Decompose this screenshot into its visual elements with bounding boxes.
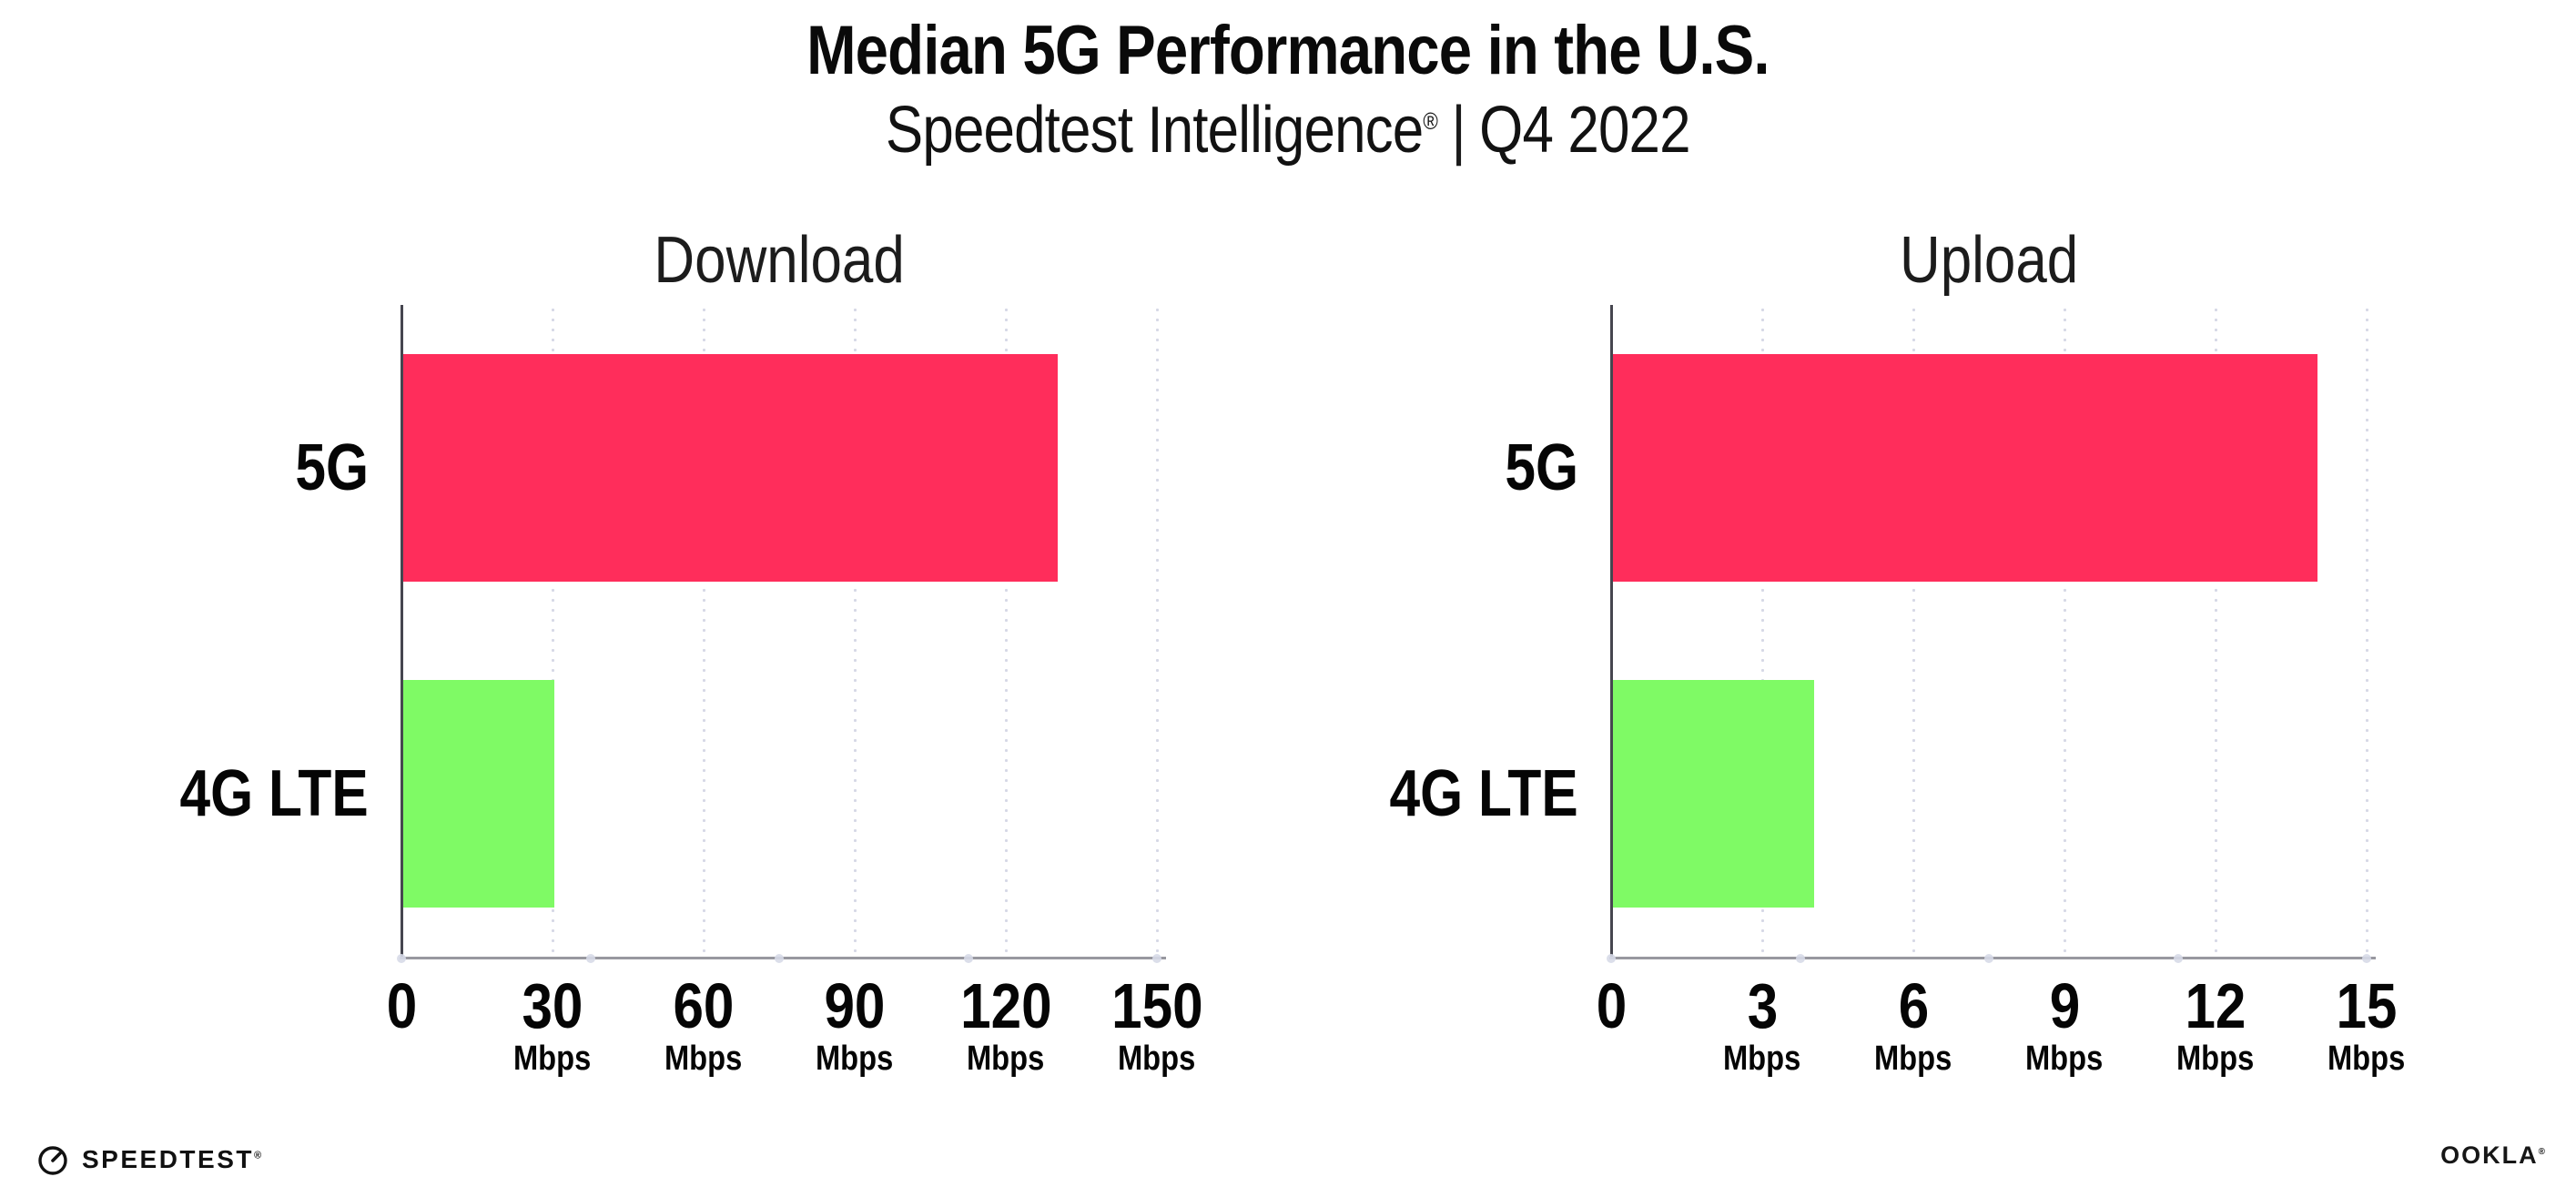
tick-value: 150 (1111, 970, 1203, 1041)
upload-chart-title: Upload (1899, 224, 2079, 297)
download-gridline-90 (853, 305, 857, 957)
download-y-axis-spine (400, 305, 403, 959)
tick-unit-text: Mbps (664, 1040, 743, 1078)
download-axis-dot-0 (397, 953, 406, 963)
download-tick-label-0: 0 (292, 974, 511, 1038)
upload-category-label-4g-lte: 4G LTE (1196, 761, 1578, 827)
tick-value: 0 (1596, 970, 1627, 1041)
tick-unit-text: Mbps (2328, 1040, 2406, 1078)
download-tick-unit-150: Mbps (1048, 1041, 1266, 1076)
upload-tick-label-12: 12 (2106, 974, 2325, 1038)
upload-axis-dot-2 (1984, 953, 1993, 963)
tick-value: 90 (824, 970, 886, 1041)
ookla-logo-text: OOKLA (2440, 1141, 2539, 1169)
tick-value: 6 (1898, 970, 1929, 1041)
category-label-text: 5G (295, 431, 369, 504)
download-tick-label-60: 60 (594, 974, 813, 1038)
download-gridline-150 (1155, 305, 1159, 957)
download-bar-5g (402, 354, 1058, 582)
download-tick-unit-60: Mbps (594, 1041, 813, 1076)
page-title: Median 5G Performance in the U.S. (806, 12, 1770, 89)
download-bar-4g-lte (402, 680, 554, 908)
upload-tick-label-9: 9 (1955, 974, 2174, 1038)
download-category-label-5g: 5G (0, 435, 369, 501)
download-gridline-120 (1004, 305, 1008, 957)
upload-axis-dot-0 (1607, 953, 1616, 963)
download-gridline-60 (702, 305, 705, 957)
download-tick-unit-30: Mbps (443, 1041, 662, 1076)
tick-unit-text: Mbps (1118, 1040, 1196, 1078)
upload-gridline-3 (1760, 305, 1764, 957)
upload-tick-unit-9: Mbps (1955, 1041, 2174, 1076)
upload-gridline-15 (2365, 305, 2368, 957)
upload-tick-label-0: 0 (1502, 974, 1720, 1038)
tick-unit-text: Mbps (513, 1040, 592, 1078)
upload-tick-unit-3: Mbps (1653, 1041, 1871, 1076)
upload-tick-label-3: 3 (1653, 974, 1871, 1038)
download-gridline-30 (551, 305, 554, 957)
speedtest-logo-text: SPEEDTEST® (82, 1145, 264, 1173)
page-subtitle: Speedtest Intelligence® | Q4 2022 (0, 96, 2576, 166)
tick-value: 9 (2049, 970, 2080, 1041)
tick-value: 15 (2336, 970, 2398, 1041)
tick-value: 12 (2185, 970, 2246, 1041)
registered-trademark-symbol: ® (1423, 107, 1438, 135)
category-label-text: 4G LTE (1389, 757, 1578, 830)
download-axis-dot-4 (1152, 953, 1161, 963)
upload-bar-4g-lte (1612, 680, 1814, 908)
tick-unit-text: Mbps (1874, 1040, 1952, 1078)
tick-unit-text: Mbps (2025, 1040, 2104, 1078)
tick-unit-text: Mbps (816, 1040, 894, 1078)
subtitle-period: Q4 2022 (1479, 94, 1690, 167)
tick-value: 60 (673, 970, 735, 1041)
upload-bar-5g (1612, 354, 2318, 582)
speedtest-logo: SPEEDTEST® (36, 1140, 264, 1180)
upload-tick-unit-12: Mbps (2106, 1041, 2325, 1076)
upload-axis-dot-4 (2362, 953, 2371, 963)
ookla-trademark-symbol: ® (2538, 1147, 2547, 1157)
download-tick-label-90: 90 (745, 974, 964, 1038)
upload-category-label-5g: 5G (1196, 435, 1578, 501)
tick-unit-text: Mbps (967, 1040, 1045, 1078)
download-category-label-4g-lte: 4G LTE (0, 761, 369, 827)
tick-value: 0 (386, 970, 417, 1041)
download-chart-title: Download (654, 224, 905, 297)
upload-gridline-6 (1912, 305, 1915, 957)
download-axis-dot-2 (775, 953, 784, 963)
download-axis-dot-3 (963, 953, 973, 963)
upload-gridline-12 (2214, 305, 2217, 957)
tick-unit-text: Mbps (2176, 1040, 2255, 1078)
tick-value: 3 (1747, 970, 1778, 1041)
download-tick-unit-90: Mbps (745, 1041, 964, 1076)
category-label-text: 4G LTE (179, 757, 369, 830)
tick-value: 120 (959, 970, 1052, 1041)
download-tick-unit-120: Mbps (897, 1041, 1115, 1076)
download-tick-label-30: 30 (443, 974, 662, 1038)
ookla-logo: OOKLA® (2440, 1141, 2547, 1170)
upload-tick-unit-6: Mbps (1804, 1041, 2023, 1076)
tick-value: 30 (522, 970, 583, 1041)
upload-axis-dot-3 (2173, 953, 2183, 963)
category-label-text: 5G (1505, 431, 1578, 504)
tick-unit-text: Mbps (1723, 1040, 1801, 1078)
upload-tick-label-6: 6 (1804, 974, 2023, 1038)
download-tick-label-150: 150 (1048, 974, 1266, 1038)
subtitle-brand: Speedtest Intelligence (886, 94, 1424, 167)
download-tick-label-120: 120 (897, 974, 1115, 1038)
upload-axis-dot-1 (1795, 953, 1805, 963)
upload-tick-unit-15: Mbps (2257, 1041, 2476, 1076)
speedtest-trademark-symbol: ® (253, 1150, 264, 1161)
upload-y-axis-spine (1609, 305, 1613, 959)
subtitle-separator: | (1451, 94, 1466, 167)
upload-gridline-9 (2063, 305, 2066, 957)
download-axis-dot-1 (585, 953, 595, 963)
upload-tick-label-15: 15 (2257, 974, 2476, 1038)
speedtest-gauge-icon (38, 1146, 67, 1175)
